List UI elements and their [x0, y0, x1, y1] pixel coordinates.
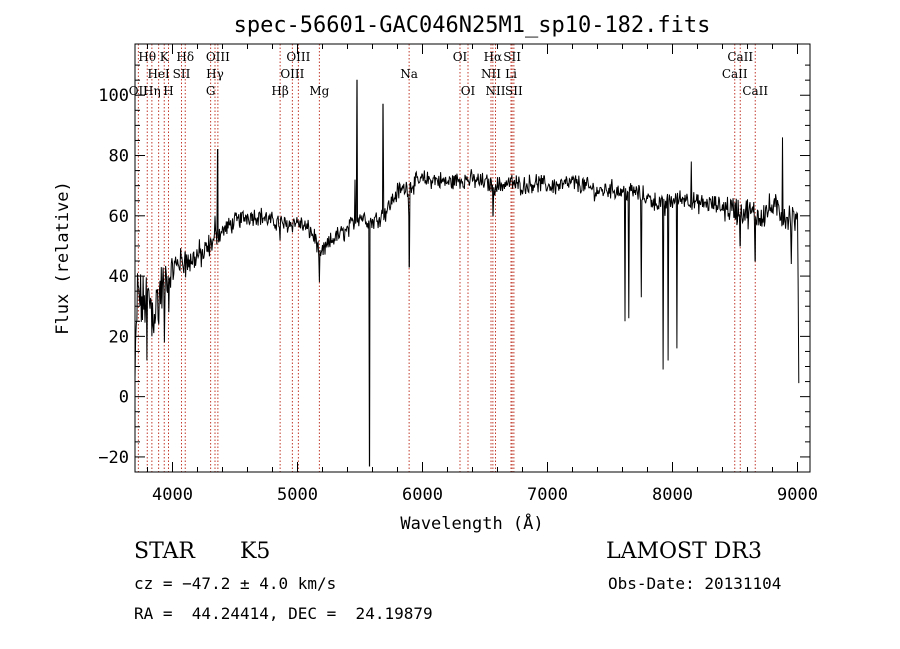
emission-line-label: OIII [206, 50, 230, 64]
observation-date: Obs-Date: 20131104 [608, 574, 782, 593]
emission-line-label: SII [505, 84, 523, 98]
spectrum-line [134, 79, 800, 467]
emission-line-label: NII [486, 84, 506, 98]
y-tick-label: 60 [109, 207, 129, 227]
x-axis-label: Wavelength (Å) [400, 512, 543, 534]
y-tick-label: 100 [98, 86, 129, 106]
emission-line-label: SII [503, 50, 521, 64]
chart-title: spec-56601-GAC046N25M1_sp10-182.fits [234, 13, 711, 38]
emission-line-label: NII [481, 67, 501, 81]
axis-ticks: 4000 5000 6000 7000 8000 9000 −20 0 20 40 60 80 100 [98, 44, 818, 505]
y-tick-label: 0 [119, 388, 129, 408]
emission-line-label: OII [129, 84, 149, 98]
y-tick-label: 80 [109, 147, 129, 167]
spectrum-series [134, 79, 800, 467]
emission-line-label: Li [505, 67, 517, 81]
sky-coordinates: RA = 44.24414, DEC = 24.19879 [134, 604, 433, 623]
object-subclass: K5 [240, 539, 271, 564]
x-tick-label: 5000 [277, 485, 318, 505]
plot-frame [134, 43, 811, 473]
emission-line-label: Na [400, 67, 418, 81]
emission-line-label: SII [173, 67, 191, 81]
emission-line-label: HeI [147, 67, 170, 81]
emission-line-label: OIII [280, 67, 304, 81]
emission-line-label: CaII [742, 84, 768, 98]
emission-line-label: Hδ [176, 50, 194, 64]
x-tick-label: 8000 [652, 485, 693, 505]
redshift-velocity: cz = −47.2 ± 4.0 km/s [134, 574, 337, 593]
emission-line-label: Hη [143, 84, 161, 98]
emission-line-label: CaII [722, 67, 748, 81]
emission-line-label: Hθ [138, 50, 156, 64]
x-tick-label: 7000 [527, 485, 568, 505]
x-tick-label: 4000 [152, 485, 193, 505]
emission-line-label: OIII [286, 50, 310, 64]
emission-line-label: CaII [727, 50, 753, 64]
emission-line-label: H [163, 84, 173, 98]
emission-line-label: G [206, 84, 216, 98]
y-tick-label: 40 [109, 267, 129, 287]
x-tick-label: 9000 [777, 485, 818, 505]
emission-line-label: Hα [484, 50, 503, 64]
y-tick-label: −20 [98, 448, 129, 468]
object-class: STAR [134, 539, 195, 564]
emission-line-label: OI [453, 50, 468, 64]
emission-line-label: Mg [309, 84, 329, 98]
emission-line-label: Hβ [271, 84, 288, 98]
emission-line-label: OI [461, 84, 476, 98]
emission-line-label: K [160, 50, 170, 64]
survey-name: LAMOST DR3 [606, 539, 762, 564]
emission-line-label: Hγ [206, 67, 224, 81]
y-axis-label: Flux (relative) [53, 181, 73, 335]
x-tick-label: 6000 [402, 485, 443, 505]
y-tick-label: 20 [109, 327, 129, 347]
